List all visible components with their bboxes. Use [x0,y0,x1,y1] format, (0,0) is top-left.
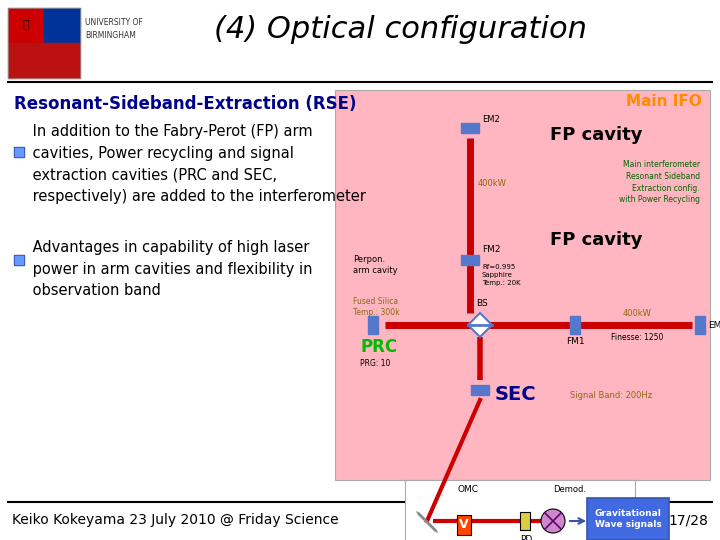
Text: Resonant-Sideband-Extraction (RSE): Resonant-Sideband-Extraction (RSE) [14,95,356,113]
Bar [14,147,24,157]
Bar [8,43,80,78]
Text: V: V [459,518,469,531]
Text: OMC: OMC [457,485,478,495]
Text: Main IFO: Main IFO [626,94,702,110]
Circle shape [541,509,565,533]
Bar [14,255,24,265]
Bar [335,90,710,480]
Bar [461,123,479,133]
Text: Perpon.
arm cavity: Perpon. arm cavity [353,254,397,275]
Text: Keiko Kokeyama 23 July 2010 @ Friday Science: Keiko Kokeyama 23 July 2010 @ Friday Sci… [12,513,338,527]
Text: FP cavity: FP cavity [550,126,642,144]
Bar [457,515,471,535]
Bar [587,498,669,540]
Bar [44,8,80,43]
Text: Gravitational
Wave signals: Gravitational Wave signals [595,509,662,529]
Text: Fused Silica
Temp.: 300k: Fused Silica Temp.: 300k [353,296,400,318]
Text: Demod.: Demod. [553,485,586,495]
Text: PRC: PRC [360,338,397,356]
Text: 400kW: 400kW [478,179,507,188]
Text: PD: PD [520,536,532,540]
Bar [15,148,23,156]
Text: PRG: 10: PRG: 10 [360,359,390,368]
Text: EM1: EM1 [708,321,720,329]
Text: Finesse: 1250: Finesse: 1250 [611,333,663,341]
Text: 🦁: 🦁 [23,21,30,30]
Bar [15,256,23,264]
Bar [695,316,705,334]
Text: FP cavity: FP cavity [550,231,642,249]
Text: FM1: FM1 [566,336,585,346]
Text: 400kW: 400kW [623,308,652,318]
Text: Main interferometer
Resonant Sideband
Extraction config.
with Power Recycling: Main interferometer Resonant Sideband Ex… [619,160,700,205]
Bar [471,385,489,395]
Bar [8,8,80,78]
Bar [570,316,580,334]
Text: Advantages in capability of high laser
 power in arm cavities and flexibility in: Advantages in capability of high laser p… [28,240,312,298]
Text: BS: BS [476,299,488,308]
Bar [461,255,479,265]
Polygon shape [468,313,492,337]
Text: Signal Band: 200Hz: Signal Band: 200Hz [570,390,652,400]
Text: 17/28: 17/28 [668,513,708,527]
Bar [520,512,530,530]
Text: UNIVERSITY OF
BIRMINGHAM: UNIVERSITY OF BIRMINGHAM [85,18,143,39]
Bar [368,316,378,334]
Text: (4) Optical configuration: (4) Optical configuration [214,16,587,44]
Text: In addition to the Fabry-Perot (FP) arm
 cavities, Power recycling and signal
 e: In addition to the Fabry-Perot (FP) arm … [28,124,366,204]
Text: Rf=0.995
Sapphire
Temp.: 20K: Rf=0.995 Sapphire Temp.: 20K [482,264,521,286]
Bar [405,480,635,540]
Text: FM2: FM2 [482,245,500,254]
Text: EM2: EM2 [482,116,500,125]
Text: SEC: SEC [495,386,536,404]
Bar [8,8,44,43]
